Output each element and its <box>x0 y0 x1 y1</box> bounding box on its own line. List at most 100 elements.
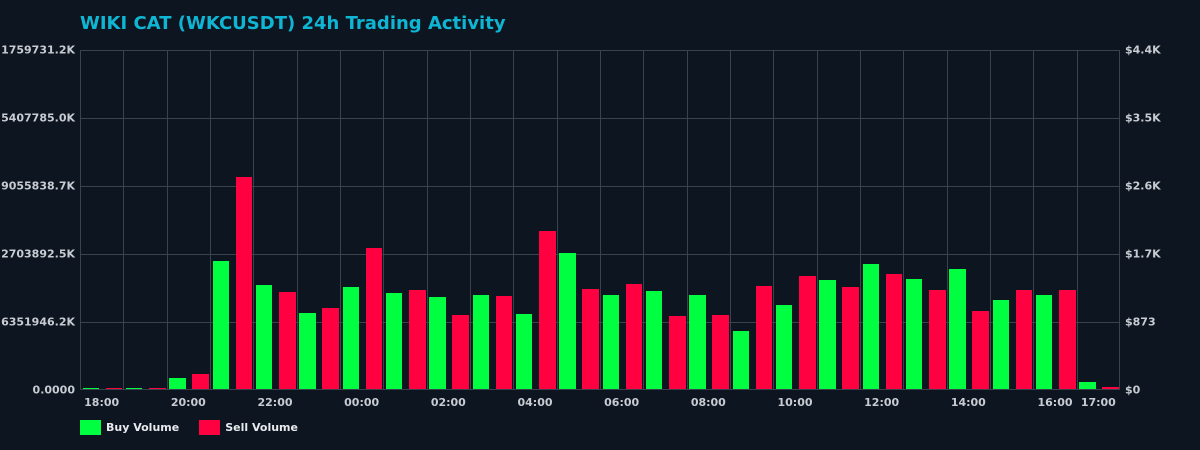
legend-item-sell[interactable]: Sell Volume <box>199 420 298 435</box>
vertical-gridline <box>340 51 341 389</box>
buy-volume-bar[interactable] <box>732 331 749 389</box>
right-y-tick-label: $873 <box>1125 315 1156 329</box>
legend-item-buy[interactable]: Buy Volume <box>80 420 179 435</box>
buy-volume-bar[interactable] <box>169 378 186 389</box>
x-tick-label: 08:00 <box>690 396 726 409</box>
buy-volume-bar[interactable] <box>255 285 273 389</box>
left-y-tick-label: 6351946.2K <box>1 315 75 329</box>
sell-volume-bar[interactable] <box>799 276 816 389</box>
x-tick-label: 22:00 <box>257 396 293 409</box>
sell-volume-bar[interactable] <box>972 311 989 389</box>
right-y-tick-label: $2.6K <box>1125 179 1161 193</box>
sell-volume-bar[interactable] <box>712 315 729 389</box>
sell-swatch-icon <box>199 420 221 435</box>
buy-volume-bar[interactable] <box>385 293 403 389</box>
x-tick-label: 16:00 <box>1037 396 1073 409</box>
left-y-tick-label: 9055838.7K <box>1 179 75 193</box>
vertical-gridline <box>296 51 298 389</box>
vertical-gridline <box>816 51 818 389</box>
vertical-gridline <box>210 51 211 389</box>
sell-volume-bar[interactable] <box>625 284 643 389</box>
buy-volume-bar[interactable] <box>125 388 143 389</box>
vertical-gridline <box>426 51 428 389</box>
vertical-gridline <box>860 51 861 389</box>
vertical-gridline <box>1033 51 1035 389</box>
buy-volume-bar[interactable] <box>689 295 706 389</box>
x-tick-label: 18:00 <box>84 396 120 409</box>
vertical-gridline <box>990 51 991 389</box>
buy-volume-bar[interactable] <box>429 297 446 389</box>
sell-volume-bar[interactable] <box>1102 386 1119 389</box>
sell-volume-bar[interactable] <box>105 388 123 389</box>
sell-volume-bar[interactable] <box>279 292 296 389</box>
vertical-gridline <box>166 51 168 389</box>
buy-volume-bar[interactable] <box>1035 295 1053 389</box>
buy-volume-bar[interactable] <box>949 269 966 389</box>
plot-area <box>80 50 1120 390</box>
left-y-tick-label: 2703892.5K <box>1 247 75 261</box>
x-tick-label: 02:00 <box>430 396 466 409</box>
sell-volume-bar[interactable] <box>582 289 599 389</box>
vertical-gridline <box>513 51 515 389</box>
buy-volume-bar[interactable] <box>905 279 923 389</box>
left-y-tick-label: 5407785.0K <box>1 111 75 125</box>
chart-title: WIKI CAT (WKCUSDT) 24h Trading Activity <box>80 13 506 34</box>
legend: Buy Volume Sell Volume <box>80 420 318 435</box>
sell-volume-bar[interactable] <box>669 316 686 389</box>
buy-volume-bar[interactable] <box>472 295 489 389</box>
sell-volume-bar[interactable] <box>929 290 946 389</box>
vertical-gridline <box>253 51 255 389</box>
buy-volume-bar[interactable] <box>1079 382 1096 389</box>
sell-volume-bar[interactable] <box>452 315 469 389</box>
x-tick-label: 10:00 <box>777 396 813 409</box>
vertical-gridline <box>123 51 125 389</box>
sell-volume-bar[interactable] <box>495 296 513 389</box>
vertical-gridline <box>383 51 385 389</box>
vertical-gridline <box>903 51 905 389</box>
sell-volume-bar[interactable] <box>539 231 556 389</box>
right-y-tick-label: $1.7K <box>1125 247 1161 261</box>
buy-volume-bar[interactable] <box>602 295 619 389</box>
buy-volume-bar[interactable] <box>775 305 793 389</box>
sell-volume-bar[interactable] <box>1059 290 1076 389</box>
vertical-gridline <box>470 51 471 389</box>
right-y-tick-label: $3.5K <box>1125 111 1161 125</box>
left-y-tick-label: 0.0000 <box>32 383 75 397</box>
sell-volume-bar[interactable] <box>192 374 209 389</box>
vertical-gridline <box>730 51 731 389</box>
buy-volume-bar[interactable] <box>342 287 359 389</box>
vertical-gridline <box>556 51 558 389</box>
sell-volume-bar[interactable] <box>322 308 339 389</box>
sell-volume-bar[interactable] <box>1015 290 1033 389</box>
vertical-gridline <box>686 51 688 389</box>
x-tick-label: 12:00 <box>864 396 900 409</box>
vertical-gridline <box>773 51 775 389</box>
sell-volume-bar[interactable] <box>842 287 859 389</box>
x-tick-label: 00:00 <box>344 396 380 409</box>
buy-volume-bar[interactable] <box>212 261 229 389</box>
vertical-gridline <box>600 51 601 389</box>
vertical-gridline <box>946 51 948 389</box>
sell-volume-bar[interactable] <box>409 290 426 389</box>
sell-volume-bar[interactable] <box>755 286 773 389</box>
buy-volume-bar[interactable] <box>992 300 1009 389</box>
buy-volume-bar[interactable] <box>299 313 316 389</box>
buy-volume-bar[interactable] <box>645 291 663 389</box>
buy-volume-bar[interactable] <box>819 280 836 389</box>
sell-volume-bar[interactable] <box>235 176 253 389</box>
x-tick-label: 20:00 <box>170 396 206 409</box>
legend-label: Buy Volume <box>106 421 180 434</box>
buy-volume-bar[interactable] <box>862 264 879 389</box>
x-tick-label: 17:00 <box>1080 396 1116 409</box>
sell-volume-bar[interactable] <box>365 248 383 389</box>
buy-volume-bar[interactable] <box>515 314 533 389</box>
vertical-gridline <box>643 51 645 389</box>
left-y-tick-label: 1759731.2K <box>1 43 75 57</box>
buy-volume-bar[interactable] <box>559 253 576 389</box>
buy-volume-bar[interactable] <box>82 388 99 389</box>
sell-volume-bar[interactable] <box>885 274 903 389</box>
vertical-gridline <box>1076 51 1078 389</box>
right-y-tick-label: $0 <box>1125 383 1141 397</box>
buy-swatch-icon <box>80 420 101 435</box>
sell-volume-bar[interactable] <box>149 388 166 389</box>
